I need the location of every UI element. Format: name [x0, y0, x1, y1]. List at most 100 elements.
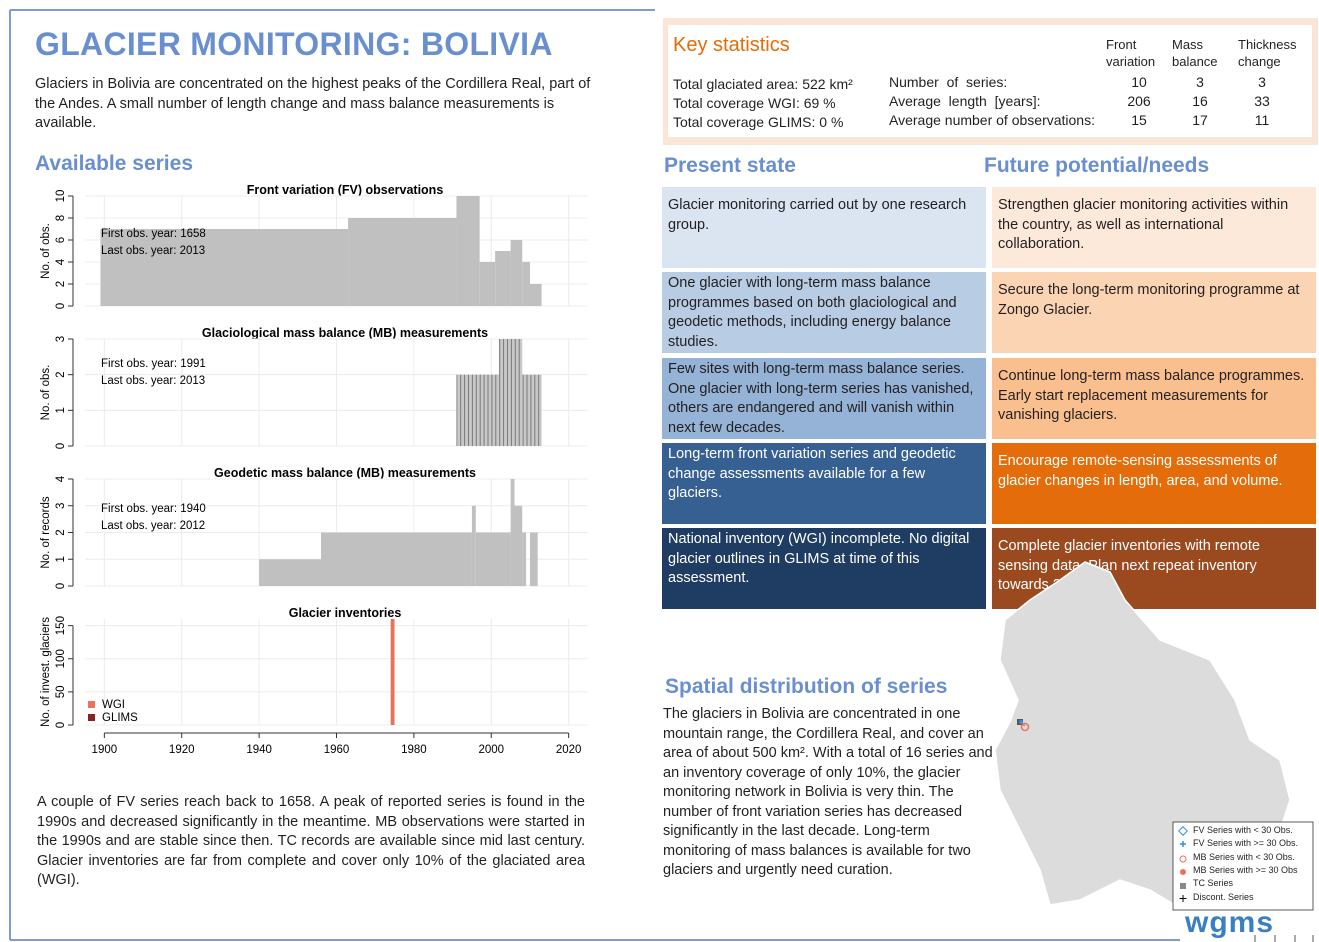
column-header: Thickness change — [1238, 37, 1297, 69]
row-value: 11 — [1254, 112, 1270, 128]
histogram-bar — [348, 218, 457, 306]
legend-label: WGI — [102, 699, 125, 711]
row-value: 10 — [1131, 74, 1147, 90]
y-tick-label: 50 — [55, 685, 67, 698]
x-tick-label: 2000 — [478, 744, 504, 756]
histogram-bar — [510, 479, 515, 586]
row-label: Average number of observations: — [889, 112, 1095, 128]
y-tick-label: 100 — [55, 649, 67, 668]
x-tick-label: 1900 — [92, 744, 118, 756]
map-legend-entry: Discont. Series — [1193, 891, 1254, 902]
y-axis-label: No. of obs. — [40, 365, 52, 421]
x-tick-label: 1920 — [169, 744, 195, 756]
map-legend-entry: TC Series — [1193, 878, 1234, 889]
y-tick-label: 3 — [55, 336, 67, 342]
intro: Glaciers in Bolivia are concentrated on … — [35, 76, 591, 131]
summary: A couple of FV series reach back to 1658… — [37, 794, 585, 888]
y-tick-label: 3 — [55, 503, 67, 509]
annotation: Last obs. year: 2012 — [101, 520, 205, 532]
map-legend-entry: FV Series with >= 30 Obs. — [1193, 838, 1299, 849]
stats-box — [668, 25, 1312, 137]
section-title: Available series — [35, 152, 193, 175]
row-label: Average length [years]: — [889, 93, 1041, 109]
legend-swatch — [88, 714, 95, 721]
section-title: Spatial distribution of series — [665, 675, 948, 698]
histogram-bar — [529, 532, 538, 586]
present-box: Glacier monitoring carried out by one re… — [662, 187, 986, 268]
legend-label: GLIMS — [102, 712, 138, 724]
y-tick-label: 2 — [55, 529, 67, 535]
chart-title: Front variation (FV) observations — [247, 183, 444, 197]
row-value: 3 — [1196, 74, 1204, 90]
y-tick-label: 4 — [55, 475, 67, 482]
x-tick-label: 2020 — [556, 744, 582, 756]
annotation: Last obs. year: 2013 — [101, 375, 205, 387]
chart-title: Glaciological mass balance (MB) measurem… — [202, 326, 488, 340]
row-label: Number of series: — [889, 74, 1008, 90]
y-tick-label: 0 — [55, 583, 67, 589]
histogram-bar — [529, 284, 542, 306]
y-tick-label: 150 — [55, 616, 67, 635]
column-header: Front variation — [1106, 37, 1156, 69]
histogram-bar — [522, 262, 530, 306]
section-title: Future potential/needs — [984, 154, 1210, 177]
future-box: Strengthen glacier monitoring activities… — [992, 187, 1316, 268]
histogram-bar — [510, 240, 523, 306]
y-tick-label: 2 — [55, 281, 67, 287]
chart: Geodetic mass balance (MB) measurements 0… — [40, 466, 588, 589]
future-box: Secure the long-term monitoring programm… — [992, 272, 1316, 353]
chart-title: Glacier inventories — [289, 606, 402, 620]
histogram-bar — [100, 229, 349, 306]
y-tick-label: 0 — [55, 443, 67, 449]
histogram-bar — [479, 262, 496, 306]
y-axis-label: No. of records — [40, 496, 52, 568]
row-value: 16 — [1192, 93, 1208, 109]
y-tick-label: 1 — [55, 407, 67, 413]
map-legend-entry: MB Series with < 30 Obs. — [1193, 851, 1295, 862]
present-box: Long-term front variation series and geo… — [662, 443, 986, 524]
y-axis-label: No. of obs. — [40, 223, 52, 279]
histogram-bar — [475, 532, 511, 586]
column-header: Mass balance — [1172, 37, 1218, 69]
legend-swatch — [88, 701, 95, 708]
section-title: Present state — [664, 154, 796, 177]
present-box: One glacier with long-term mass balance … — [662, 272, 986, 353]
annotation: Last obs. year: 2013 — [101, 245, 205, 257]
histogram-bar — [495, 251, 511, 306]
x-tick-label: 1940 — [246, 744, 272, 756]
stat-line: Total coverage GLIMS: 0 % — [673, 114, 844, 130]
stat-line: Total glaciated area: 522 km² — [673, 76, 853, 92]
chart: Front variation (FV) observations 0 2 4 6 8 10… — [40, 183, 588, 309]
y-tick-label: 0 — [55, 303, 67, 309]
row-value: 15 — [1131, 112, 1147, 128]
spatial-text: The glaciers in Bolivia are concentrated… — [663, 706, 993, 878]
histogram-bar — [522, 374, 542, 446]
row-value: 17 — [1192, 112, 1208, 128]
row-value: 3 — [1258, 74, 1266, 90]
future-box: Continue long-term mass balance programm… — [992, 358, 1316, 439]
y-tick-label: 1 — [55, 556, 67, 562]
histogram-bar — [514, 505, 523, 586]
x-tick-label: 1960 — [324, 744, 350, 756]
chart-title: Geodetic mass balance (MB) measurements — [214, 466, 476, 480]
histogram-bar — [321, 532, 472, 586]
y-tick-label: 10 — [55, 190, 67, 203]
y-tick-label: 4 — [55, 258, 67, 265]
annotation: First obs. year: 1658 — [101, 228, 206, 240]
map-legend-entry: MB Series with >= 30 Obs — [1193, 864, 1298, 875]
annotation: First obs. year: 1991 — [101, 358, 206, 370]
title: GLACIER MONITORING: BOLIVIA — [35, 26, 553, 62]
annotation: First obs. year: 1940 — [101, 503, 206, 515]
y-tick-label: 8 — [55, 215, 67, 221]
histogram-bar — [456, 374, 500, 446]
future-box: Complete glacier inventories with remote… — [992, 528, 1316, 609]
chart: Glaciological mass balance (MB) measurem… — [40, 326, 588, 449]
row-value: 33 — [1254, 93, 1270, 109]
present-box: National inventory (WGI) incomplete. No … — [662, 528, 986, 609]
present-box: Few sites with long-term mass balance se… — [662, 358, 986, 439]
x-tick-label: 1980 — [401, 744, 427, 756]
y-tick-label: 0 — [55, 722, 67, 728]
y-tick-label: 2 — [55, 371, 67, 377]
